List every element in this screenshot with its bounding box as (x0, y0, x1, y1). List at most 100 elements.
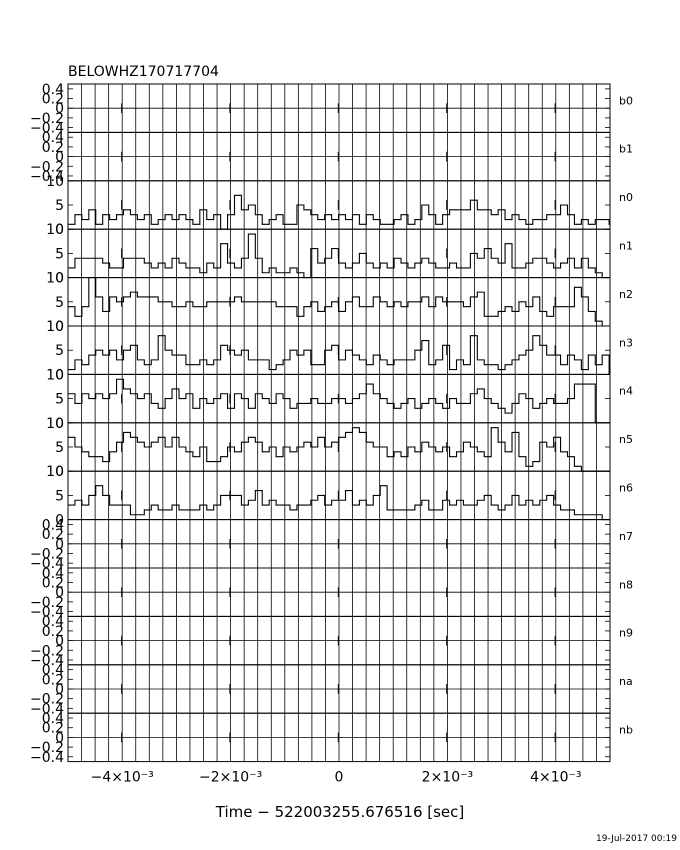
panel-n5: 10 5 0 n5 (46, 416, 633, 480)
y-tick-label: 0.4 (42, 566, 64, 582)
y-tick-label: 5 (55, 392, 64, 408)
y-tick-label: −0.2 (30, 595, 64, 611)
y-tick-label: −0.4 (30, 653, 64, 669)
y-tick-label: 0 (55, 513, 64, 529)
y-tick-label: 10 (46, 464, 64, 480)
y-tick-label: −0.4 (30, 121, 64, 137)
panel-label: na (619, 675, 633, 688)
panel-label: b1 (619, 143, 633, 156)
panel-n4: 10 5 0 n4 (46, 367, 633, 431)
y-tick-label: −0.4 (30, 556, 64, 572)
y-tick-label: −0.2 (30, 643, 64, 659)
y-tick-label: 0 (55, 537, 64, 553)
panel-label: n7 (619, 530, 633, 543)
y-tick-label: 0 (55, 222, 64, 238)
panel-n1: 10 5 0 n1 (46, 222, 633, 286)
y-tick-label: 10 (46, 367, 64, 383)
y-tick-label: −0.4 (30, 750, 64, 766)
y-tick-label: 0.2 (42, 672, 64, 688)
y-tick-label: 5 (55, 295, 64, 311)
panel-label: n1 (619, 240, 633, 253)
y-tick-label: 10 (46, 222, 64, 238)
y-tick-label: 0 (55, 682, 64, 698)
x-tick-label: −4×10⁻³ (91, 770, 154, 786)
y-tick-label: 5 (55, 440, 64, 456)
y-tick-label: −0.2 (30, 546, 64, 562)
y-tick-label: 0.4 (42, 614, 64, 630)
series-line-n2 (68, 277, 610, 327)
y-tick-label: 0 (55, 271, 64, 287)
y-tick-label: 0.2 (42, 721, 64, 737)
y-tick-label: 0.2 (42, 140, 64, 156)
y-tick-label: −0.2 (30, 740, 64, 756)
y-tick-label: 0.4 (42, 663, 64, 679)
chart-title: BELOWHZ170717704 (68, 64, 219, 80)
y-tick-label: −0.4 (30, 701, 64, 717)
panel-n9: 0.40.20−0.2−0.4 n9 (30, 614, 633, 669)
y-tick-label: 10 (46, 174, 64, 190)
series-line-n4 (68, 378, 610, 424)
y-tick-label: 0 (55, 464, 64, 480)
y-tick-label: 5 (55, 198, 64, 214)
panel-n8: 0.40.20−0.2−0.4 n8 (30, 566, 633, 621)
panel-nb: 0.40.20−0.2−0.4 nb (30, 711, 633, 766)
y-tick-label: 0.4 (42, 130, 64, 146)
y-tick-label: 0 (55, 150, 64, 166)
y-tick-label: 0.2 (42, 576, 64, 592)
series-line-n3 (68, 335, 610, 375)
y-tick-label: 0.4 (42, 711, 64, 727)
series-line-n5 (68, 427, 610, 472)
y-tick-label: 0.4 (42, 517, 64, 533)
panel-stack: 0.40.20−0.2−0.4b00.40.20−0.2−0.4b11050n0… (30, 82, 633, 766)
panel-label: n2 (619, 288, 633, 301)
y-tick-label: 5 (55, 488, 64, 504)
panel-n6: 10 5 0 n6 (46, 464, 633, 528)
x-tick-label: 0 (335, 770, 344, 786)
series-line-n6 (68, 485, 610, 521)
series-line-n0 (68, 194, 610, 230)
timestamp: 19-Jul-2017 00:19 (596, 834, 677, 844)
y-tick-label: 0.4 (42, 82, 64, 98)
y-tick-label: −0.4 (30, 169, 64, 185)
y-tick-label: 10 (46, 319, 64, 335)
panel-label: n8 (619, 578, 633, 591)
y-tick-label: 5 (55, 343, 64, 359)
panel-label: n5 (619, 433, 633, 446)
panel-label: n4 (619, 385, 633, 398)
y-tick-label: 0 (55, 319, 64, 335)
panel-b1: 0.40.20−0.2−0.4 b1 (30, 130, 633, 185)
y-tick-label: 10 (46, 416, 64, 432)
y-tick-label: 5 (55, 246, 64, 262)
x-axis-ticks: −4×10⁻³ −2×10⁻³ 0 2×10⁻³ 4×10⁻³ (91, 770, 582, 786)
panel-label: n3 (619, 336, 633, 349)
y-tick-label: −0.4 (30, 605, 64, 621)
y-tick-label: 0 (55, 367, 64, 383)
y-tick-label: 0.2 (42, 92, 64, 108)
y-tick-label: 0 (55, 101, 64, 117)
y-tick-label: 0.2 (42, 527, 64, 543)
panel-label: nb (619, 724, 633, 737)
y-tick-label: 10 (46, 271, 64, 287)
y-tick-label: 0 (55, 416, 64, 432)
y-tick-label: 0.2 (42, 624, 64, 640)
x-tick-label: 4×10⁻³ (530, 770, 581, 786)
y-tick-label: −0.2 (30, 159, 64, 175)
x-axis-label: Time − 522003255.676516 [sec] (215, 803, 465, 821)
x-tick-label: 2×10⁻³ (422, 770, 473, 786)
panel-n3: 10 5 0 n3 (46, 319, 633, 383)
panel-label: b0 (619, 94, 633, 107)
panel-label: n0 (619, 191, 633, 204)
y-tick-label: 0 (55, 585, 64, 601)
panel-n0: 10 5 0 n0 (46, 174, 633, 238)
panel-label: n6 (619, 482, 633, 495)
panel-n2: 10 5 0 n2 (46, 271, 633, 335)
x-tick-label: −2×10⁻³ (199, 770, 262, 786)
series-line-n1 (68, 233, 610, 279)
panel-label: n9 (619, 627, 633, 640)
panel-b0: 0.40.20−0.2−0.4 b0 (30, 82, 633, 137)
y-tick-label: 0 (55, 730, 64, 746)
panel-na: 0.40.20−0.2−0.4 na (30, 663, 633, 718)
y-tick-label: −0.2 (30, 111, 64, 127)
panel-n7: 0.40.20−0.2−0.4 n7 (30, 517, 633, 572)
